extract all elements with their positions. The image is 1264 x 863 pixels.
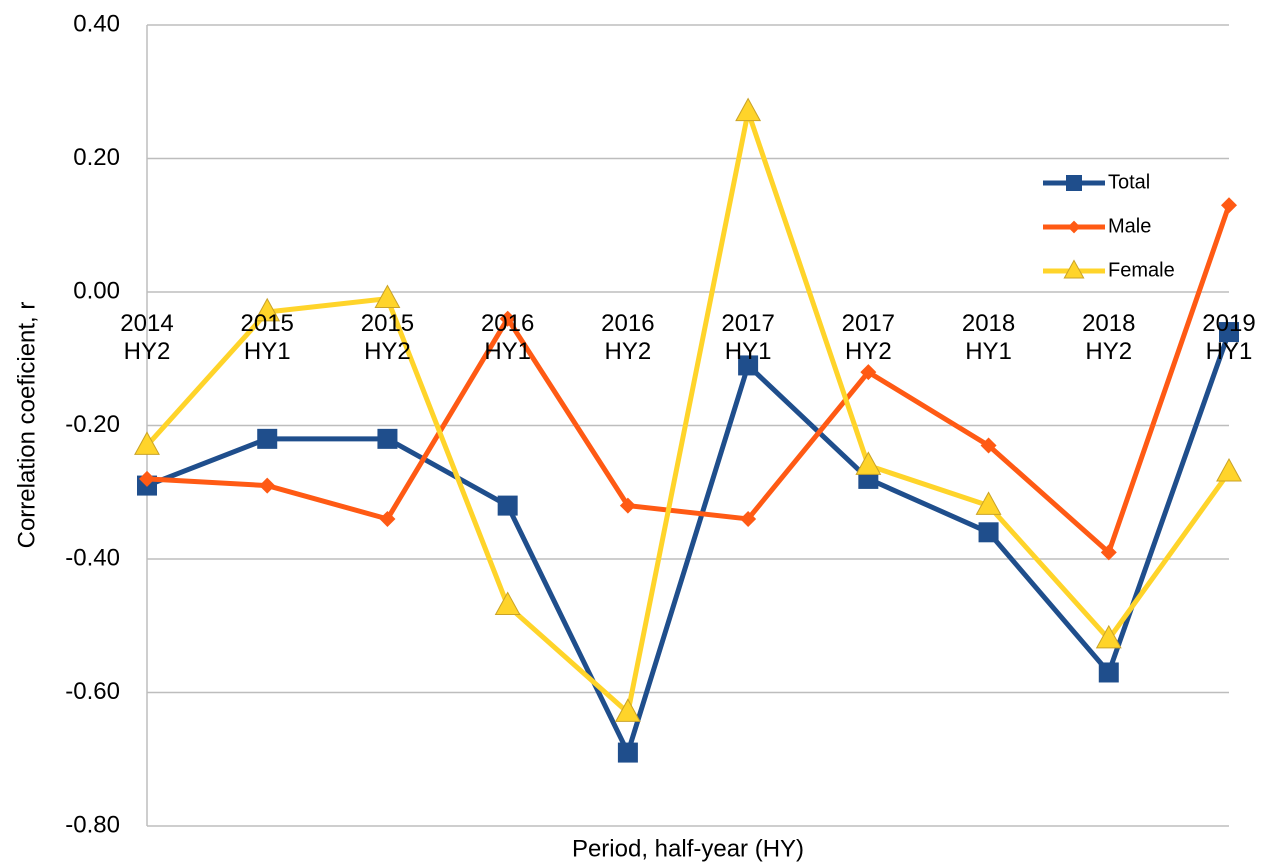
- y-tick-label: -0.60: [65, 678, 120, 705]
- point: [617, 742, 638, 763]
- series-line: [145, 109, 1232, 716]
- point: [257, 428, 278, 449]
- point: [855, 451, 882, 475]
- point: [259, 477, 276, 494]
- y-axis-title: Correlation coeficient, r: [13, 302, 40, 549]
- point: [1221, 197, 1237, 214]
- x-tick-label: 2018 HY2: [1082, 310, 1136, 365]
- point: [254, 297, 281, 322]
- point: [860, 364, 877, 381]
- x-tick-label: 2017 HY1: [721, 310, 775, 365]
- x-tick-label: 2015 HY2: [360, 310, 415, 365]
- point: [1216, 457, 1242, 482]
- legend-label: Female: [1108, 259, 1175, 281]
- point: [735, 97, 762, 122]
- point: [1100, 544, 1117, 561]
- point: [614, 698, 641, 722]
- legend-label: Total: [1108, 171, 1150, 193]
- y-tick-label: -0.80: [65, 811, 120, 838]
- x-axis-title: Period, half-year (HY): [572, 835, 804, 862]
- y-tick-label: 0.40: [73, 10, 120, 37]
- point: [1095, 624, 1122, 649]
- x-tick-label: 2017 HY2: [841, 310, 896, 365]
- y-tick-label: 0.20: [73, 144, 120, 171]
- point: [738, 355, 759, 376]
- point: [740, 510, 757, 527]
- point: [494, 591, 521, 616]
- legend-label: Male: [1108, 215, 1151, 237]
- legend-marker: [1063, 259, 1085, 279]
- series-line: [146, 331, 1232, 756]
- x-tick-label: 2016 HY2: [601, 310, 655, 365]
- series-line: [146, 204, 1232, 555]
- point: [980, 437, 997, 454]
- y-tick-label: -0.20: [65, 411, 120, 438]
- legend-marker: [1067, 220, 1081, 234]
- point: [134, 431, 160, 455]
- x-tick-label: 2016 HY1: [480, 310, 535, 365]
- point: [497, 495, 518, 516]
- point: [975, 491, 1002, 515]
- point: [374, 284, 401, 308]
- x-tick-label: 2018 HY1: [961, 310, 1016, 365]
- legend-marker: [1066, 175, 1082, 191]
- point: [1219, 322, 1239, 343]
- x-tick-label: 2014 HY2: [120, 310, 174, 365]
- point: [379, 510, 396, 527]
- point: [619, 497, 636, 514]
- point: [139, 470, 155, 487]
- point: [377, 428, 398, 449]
- point: [1098, 662, 1119, 683]
- x-tick-label: 2019 HY1: [1202, 310, 1256, 365]
- y-tick-label: 0.00: [73, 277, 120, 304]
- y-tick-label: -0.40: [65, 544, 120, 571]
- point: [978, 522, 999, 543]
- point: [499, 310, 516, 327]
- x-tick-label: 2015 HY1: [240, 310, 294, 365]
